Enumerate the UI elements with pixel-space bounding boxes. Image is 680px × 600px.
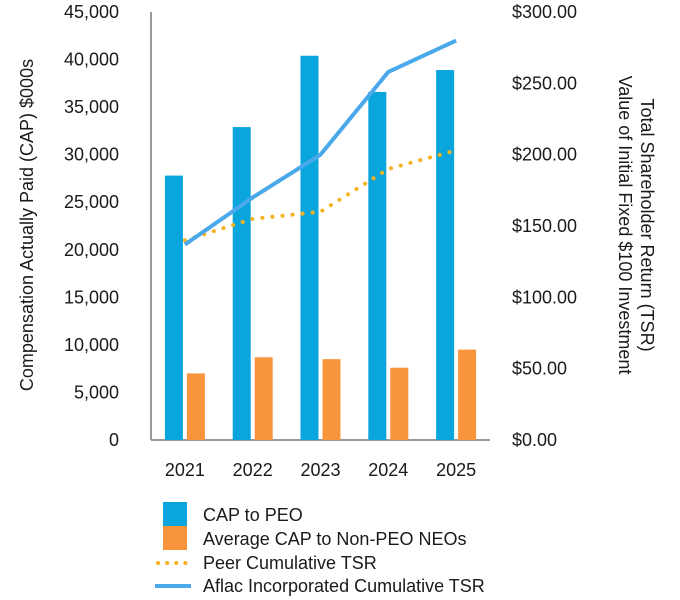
left-axis-label: Compensation Actually Paid (CAP) $000s [17,59,37,391]
right-tick-label: $300.00 [512,2,577,22]
legend-label-cap-non-peo: Average CAP to Non-PEO NEOs [203,529,466,549]
x-tick-label: 2022 [233,460,273,480]
axes [150,12,490,441]
x-tick-label: 2024 [368,460,408,480]
bar-cap-peo [368,91,387,440]
right-tick-label: $150.00 [512,216,577,236]
right-axis-label-line2: Value of Initial Fixed $100 Investment [615,76,635,375]
bar-cap-peo [232,127,251,440]
left-tick-label: 20,000 [64,240,119,260]
right-tick-label: $100.00 [512,287,577,307]
left-tick-label: 5,000 [74,382,119,402]
bar-cap-peo [300,55,319,441]
left-tick-label: 25,000 [64,192,119,212]
line-aflac-tsr [183,38,457,247]
x-tick-label: 2021 [165,460,205,480]
legend-swatch-cap-non-peo [163,526,187,550]
legend-swatch-cap-peo [163,502,187,526]
bar-cap-non-peo [254,357,273,440]
tick-labels: 0 5,000 10,000 15,000 20,000 25,000 30,000 35,0… [64,2,577,480]
left-tick-label: 40,000 [64,50,119,70]
line-peer-tsr [182,148,459,243]
x-tick-label: 2023 [300,460,340,480]
bar-cap-non-peo [322,359,341,440]
left-tick-label: 35,000 [64,97,119,117]
bars [164,55,477,441]
legend: CAP to PEO Average CAP to Non-PEO NEOs P… [155,502,485,596]
left-tick-label: 0 [109,430,119,450]
bar-cap-non-peo [458,349,477,440]
legend-label-aflac-tsr: Aflac Incorporated Cumulative TSR [203,576,485,596]
left-tick-label: 30,000 [64,145,119,165]
bar-cap-peo [164,175,183,440]
left-tick-label: 45,000 [64,2,119,22]
right-axis-label-line1: Total Shareholder Return (TSR) [637,98,657,351]
right-tick-label: $200.00 [512,145,577,165]
left-tick-label: 15,000 [64,287,119,307]
right-tick-label: $50.00 [512,359,567,379]
x-tick-label: 2025 [436,460,476,480]
right-tick-label: $250.00 [512,73,577,93]
bar-cap-non-peo [186,373,205,440]
bar-cap-peo [436,70,455,441]
bar-cap-non-peo [390,367,409,440]
left-tick-label: 10,000 [64,335,119,355]
lines [182,38,459,247]
legend-label-peer-tsr: Peer Cumulative TSR [203,553,377,573]
right-tick-label: $0.00 [512,430,557,450]
legend-label-cap-peo: CAP to PEO [203,505,303,525]
